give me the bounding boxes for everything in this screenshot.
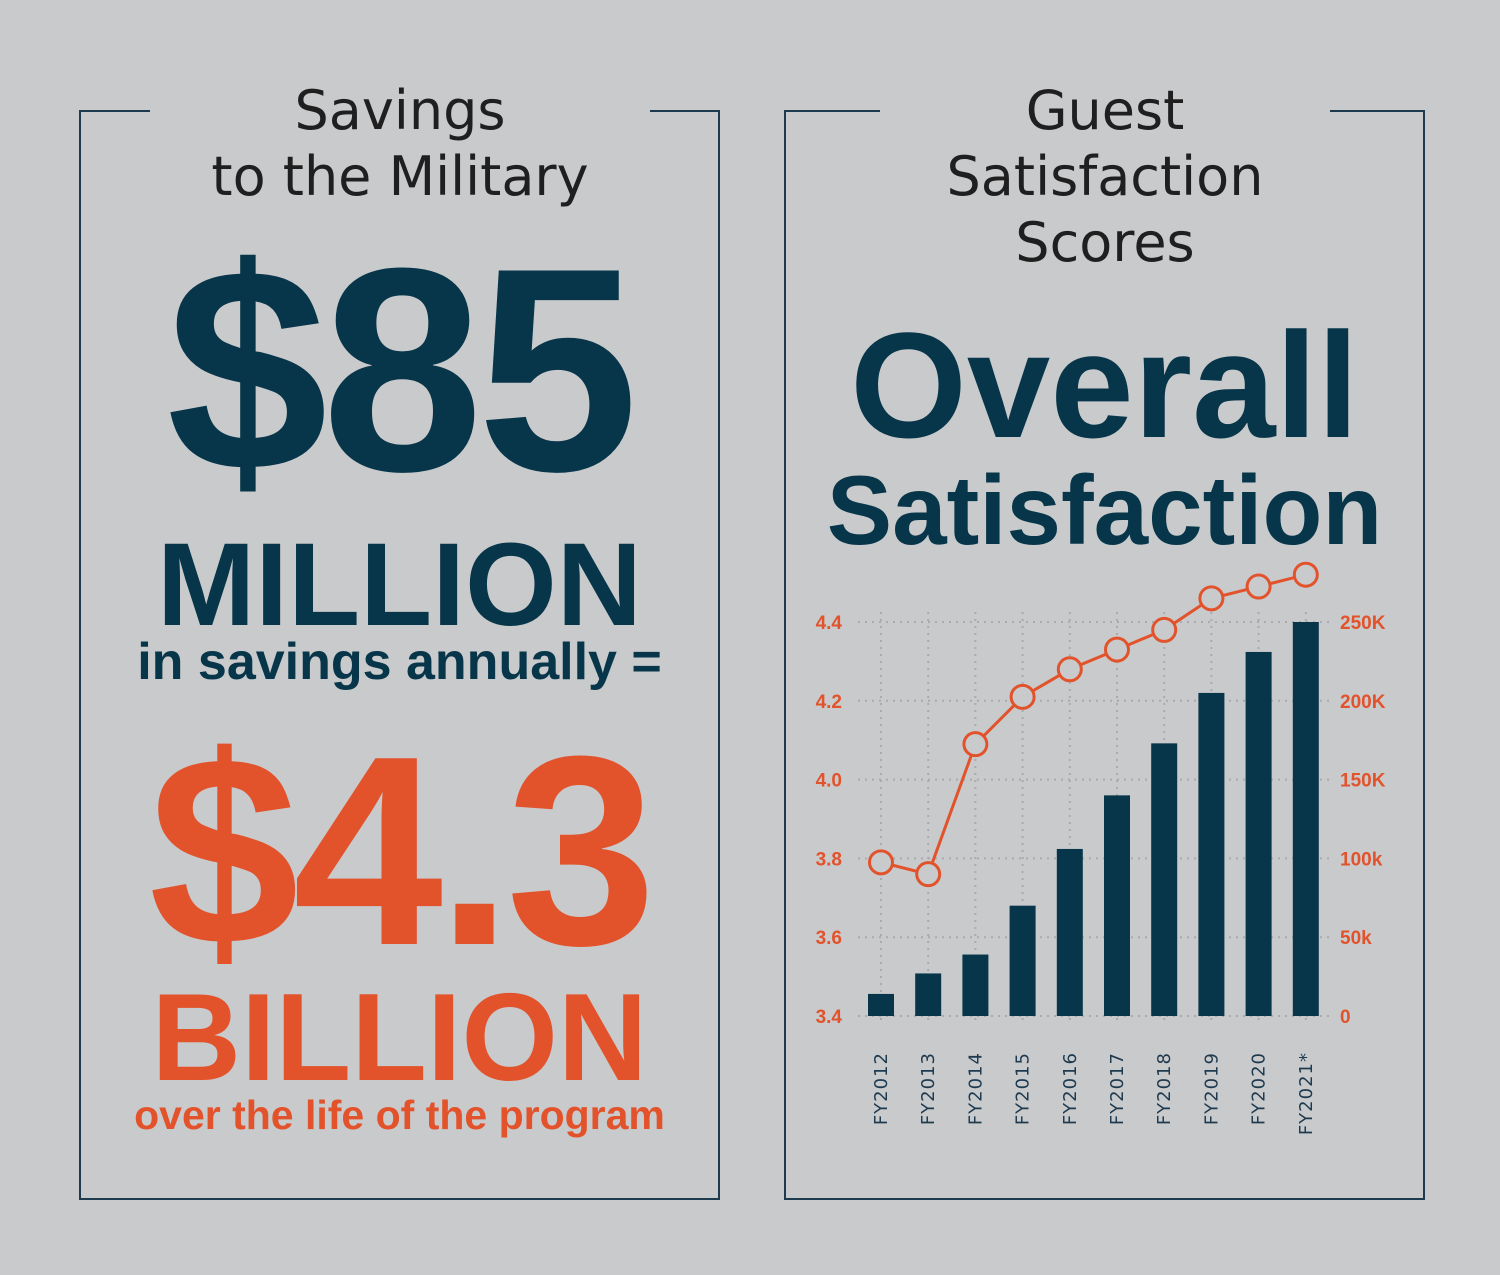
line-point-fy2015 [1009, 683, 1036, 710]
bar-fy2012 [868, 993, 894, 1016]
x-tick-label: FY2021* [1296, 1052, 1317, 1135]
bar-fy2020 [1245, 651, 1272, 1016]
savings-heading-line2: to the Military [150, 144, 650, 210]
line-point-fy2013 [915, 861, 942, 888]
x-tick-label: FY2014 [965, 1052, 986, 1125]
total-savings-caption: over the life of the program [134, 1092, 665, 1138]
bar-fy2014 [962, 954, 989, 1016]
savings-heading: Savings to the Military [150, 78, 650, 210]
annual-savings-unit: MILLION [156, 519, 643, 651]
chart-title-line2: Satisfaction [826, 455, 1383, 565]
line-point-fy2012 [868, 849, 894, 876]
satisfaction-heading-line2: Satisfaction [880, 144, 1330, 210]
y-left-tick-label: 3.6 [816, 928, 842, 949]
x-tick-label: FY2012 [871, 1052, 892, 1125]
line-point-fy2016 [1056, 656, 1083, 683]
line-point-fy2017 [1104, 636, 1130, 663]
y-left-tick-label: 3.8 [816, 849, 842, 870]
annual-savings-caption: in savings annually = [137, 633, 662, 691]
total-savings-unit: BILLION [151, 969, 648, 1107]
y-right-tick-label: 250K [1340, 613, 1386, 634]
y-right-tick-label: 200K [1340, 692, 1386, 713]
x-tick-label: FY2018 [1154, 1052, 1175, 1125]
savings-heading-line1: Savings [294, 79, 506, 142]
satisfaction-heading-line3: Scores [880, 210, 1330, 276]
y-right-tick-label: 0 [1340, 1007, 1351, 1028]
bar-fy2013 [915, 973, 942, 1016]
satisfaction-heading: Guest Satisfaction Scores [880, 78, 1330, 276]
bar-fy2021 [1292, 622, 1319, 1016]
bar-fy2015 [1009, 905, 1036, 1016]
chart-title-line1: Overall [850, 301, 1359, 469]
x-tick-label: FY2013 [918, 1052, 939, 1125]
annual-savings-amount: $85 [166, 208, 639, 532]
y-left-tick-label: 4.0 [816, 771, 842, 792]
line-point-fy2019 [1198, 585, 1225, 612]
bar-fy2018 [1151, 743, 1178, 1016]
line-point-fy2020 [1245, 573, 1272, 600]
satisfaction-line [880, 573, 1307, 876]
y-left-tick-label: 4.4 [816, 613, 843, 634]
y-left-tick-label: 3.4 [816, 1007, 843, 1028]
line-point-fy2014 [962, 731, 989, 758]
x-tick-label: FY2015 [1013, 1052, 1034, 1125]
y-left-tick-label: 4.2 [816, 692, 842, 713]
y-right-tick-label: 100k [1340, 849, 1383, 870]
bar-fy2016 [1056, 848, 1083, 1016]
x-tick-label: FY2019 [1201, 1052, 1222, 1125]
x-tick-label: FY2016 [1060, 1052, 1081, 1125]
y-right-tick-label: 150K [1340, 771, 1386, 792]
bar-fy2017 [1104, 795, 1130, 1016]
line-point-fy2018 [1151, 616, 1178, 643]
satisfaction-heading-line1: Guest [1025, 79, 1185, 142]
y-right-tick-label: 50k [1340, 928, 1372, 949]
line-point-fy2021 [1292, 561, 1319, 588]
x-tick-label: FY2020 [1249, 1052, 1270, 1125]
total-savings-amount: $4.3 [148, 701, 657, 1002]
bar-fy2019 [1198, 692, 1225, 1016]
x-tick-label: FY2017 [1107, 1052, 1128, 1125]
